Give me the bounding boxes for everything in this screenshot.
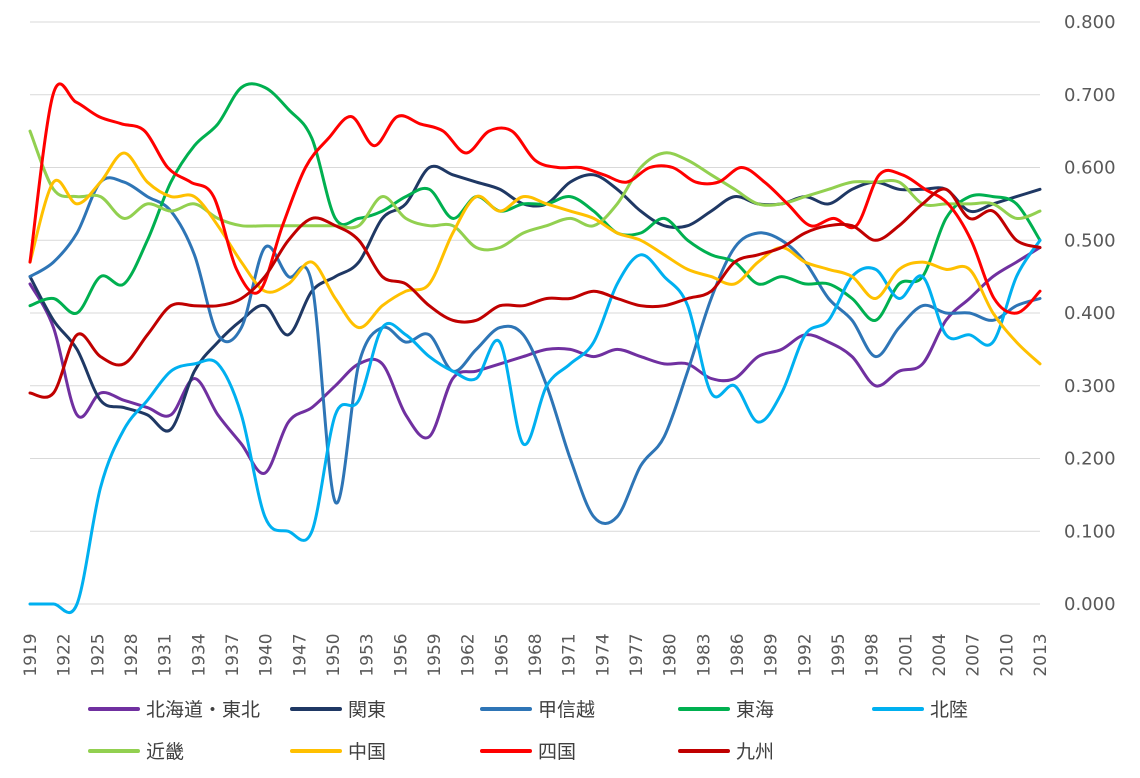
x-tick-label: 1937 — [223, 633, 243, 676]
legend-label: 中国 — [348, 741, 387, 763]
y-tick-label: 0.600 — [1064, 158, 1116, 179]
x-tick-label: 1989 — [762, 633, 782, 676]
x-tick-label: 1925 — [88, 633, 108, 676]
legend-item: 中国 — [290, 737, 386, 764]
x-tick-label: 1934 — [189, 633, 209, 676]
x-tick-label: 1922 — [55, 633, 75, 676]
legend-swatch — [290, 748, 342, 753]
y-tick-label: 0.700 — [1064, 85, 1116, 106]
x-tick-label: 1956 — [391, 633, 411, 676]
y-tick-label: 0.000 — [1064, 594, 1116, 615]
legend-item: 近畿 — [88, 737, 184, 764]
legend-label: 四国 — [538, 741, 577, 763]
x-tick-label: 2010 — [997, 633, 1017, 676]
series-line-5 — [28, 238, 1042, 615]
x-tick-label: 1950 — [324, 633, 344, 676]
x-tick-label: 1968 — [526, 633, 546, 676]
y-tick-label: 0.800 — [1064, 12, 1116, 33]
x-tick-label: 1962 — [459, 633, 479, 676]
legend-label: 九州 — [736, 741, 775, 763]
line-chart-svg: 0.000 0.100 0.200 0.300 0.400 0.500 0.600 0.700… — [21, 12, 1116, 677]
series-line-9 — [28, 187, 1042, 399]
legend-swatch — [480, 706, 532, 711]
legend-item: 九州 — [678, 737, 774, 764]
y-tick-label: 0.200 — [1064, 449, 1116, 470]
legend-swatch — [678, 748, 730, 753]
y-tick-label: 0.100 — [1064, 521, 1116, 542]
x-tick-label: 1992 — [795, 633, 815, 676]
x-tick-label: 1986 — [728, 633, 748, 676]
y-tick-label: 0.500 — [1064, 230, 1116, 251]
x-tick-label: 1974 — [593, 633, 613, 676]
x-tick-label: 1995 — [829, 633, 849, 676]
x-tick-label: 1931 — [156, 633, 176, 676]
legend-label: 東海 — [736, 699, 775, 721]
legend-item: 甲信越 — [480, 695, 595, 722]
y-tick-label: 0.400 — [1064, 303, 1116, 324]
legend-item: 関東 — [290, 695, 386, 722]
x-tick-label: 1940 — [257, 633, 277, 676]
y-tick-label: 0.300 — [1064, 376, 1116, 397]
series-line-7 — [28, 151, 1042, 366]
x-tick-label: 1971 — [560, 633, 580, 676]
x-tick-label: 1947 — [290, 633, 310, 676]
series-line-4 — [28, 82, 1042, 322]
x-tick-label: 1998 — [863, 633, 883, 676]
x-tick-label: 2004 — [930, 633, 950, 676]
x-tick-label: 1977 — [627, 633, 647, 676]
x-tick-label: 1983 — [694, 633, 714, 676]
legend-label: 甲信越 — [538, 699, 596, 721]
x-tick-label: 1965 — [492, 633, 512, 676]
series-line-1 — [28, 246, 1042, 475]
series-line-8 — [28, 82, 1042, 315]
legend-item: 北陸 — [872, 695, 968, 722]
legend-swatch — [88, 748, 140, 753]
x-tick-label: 1928 — [122, 633, 142, 676]
legend-item: 東海 — [678, 695, 774, 722]
legend-swatch — [872, 706, 924, 711]
legend-label: 北陸 — [930, 699, 969, 721]
x-tick-label: 1980 — [661, 633, 681, 676]
legend-swatch — [480, 748, 532, 753]
x-tick-label: 2001 — [896, 633, 916, 676]
series-line-6 — [28, 129, 1042, 252]
legend-label: 北海道・東北 — [146, 699, 261, 721]
x-tick-label: 1953 — [358, 633, 378, 676]
x-tick-label: 1959 — [425, 633, 445, 676]
legend-swatch — [678, 706, 730, 711]
x-tick-label: 2013 — [1031, 633, 1051, 676]
legend-swatch — [88, 706, 140, 711]
legend-swatch — [290, 706, 342, 711]
x-tick-label: 2007 — [964, 633, 984, 676]
x-tick-label: 1919 — [21, 633, 41, 676]
legend-item: 四国 — [480, 737, 576, 764]
legend-item: 北海道・東北 — [88, 695, 260, 722]
legend-label: 近畿 — [146, 741, 185, 763]
legend-label: 関東 — [348, 699, 387, 721]
series-line-3 — [28, 176, 1042, 526]
